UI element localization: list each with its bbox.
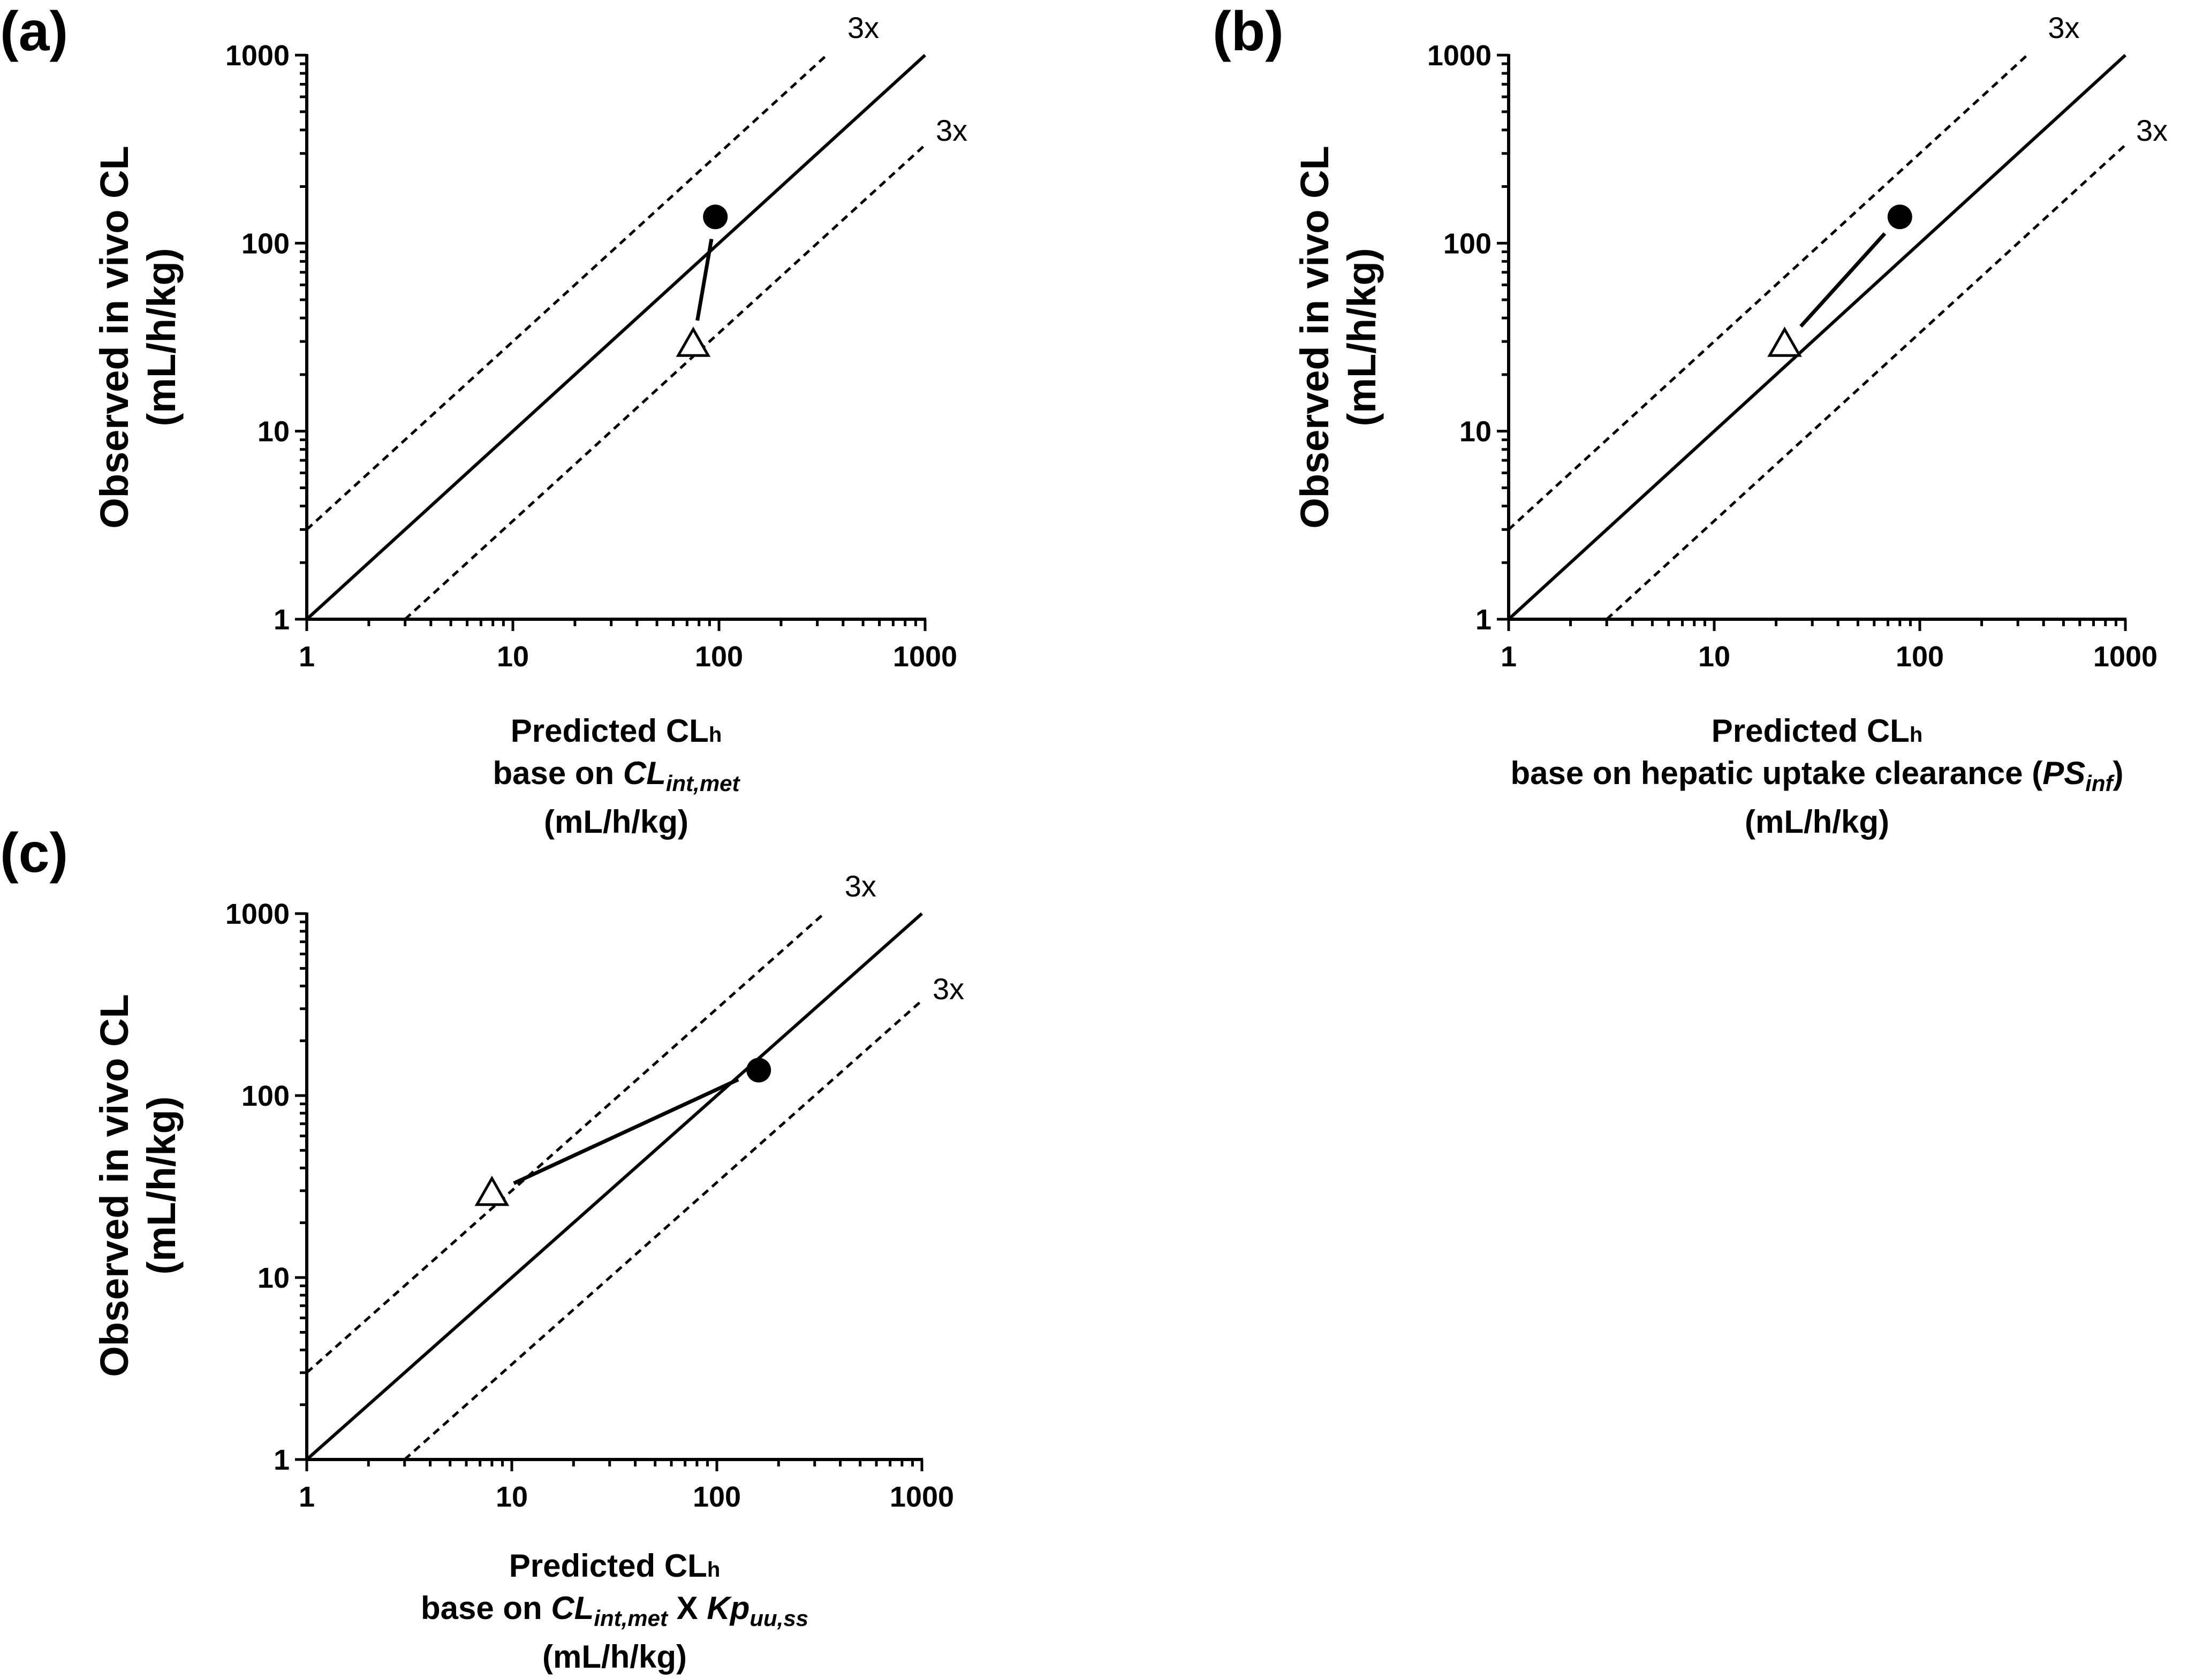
pair-connector-line <box>695 238 714 321</box>
pair-connector-line <box>1799 232 1887 328</box>
x-tick-label: 1000 <box>890 1481 954 1513</box>
upper-3fold-line <box>1508 54 2028 531</box>
data-point-filled-circle <box>746 1058 771 1083</box>
y-axis-title-line1: Observed in vivo CL <box>1292 146 1337 529</box>
x-axis-title-line2: base on CLint,met <box>493 755 740 796</box>
x-axis-title-line3: (mL/h/kg) <box>544 804 688 840</box>
upper-3x-label: 3x <box>2048 11 2079 44</box>
panel-c: 1 10 100 1000 1 10 100 1000 3x 3x <box>225 869 964 1513</box>
lower-3fold-line <box>1606 143 2126 620</box>
y-axis-title: Observed in vivo CL (mL/h/kg) <box>91 43 185 632</box>
x-tick-label: 10 <box>1698 641 1730 673</box>
y-tick-label: 10 <box>258 1262 290 1294</box>
y-axis-title-line2: (mL/h/kg) <box>1339 248 1384 427</box>
data-point-filled-circle <box>1887 204 1912 230</box>
panel-label: (b) <box>1213 1 1284 63</box>
upper-3fold-line <box>306 54 828 531</box>
lower-3x-label: 3x <box>936 113 967 147</box>
panel-b: 1 10 100 1000 1 10 100 1000 3x 3x <box>1427 11 2168 673</box>
lower-3x-label: 3x <box>933 972 964 1006</box>
unity-line <box>1509 54 2126 619</box>
y-axis-title-line2: (mL/h/kg) <box>139 1096 184 1275</box>
lower-3x-label: 3x <box>2136 113 2168 147</box>
y-tick-label: 100 <box>241 1080 290 1112</box>
x-tick-label: 100 <box>1896 641 1944 673</box>
y-tick-label: 1000 <box>225 898 290 930</box>
panel-a: 1 10 100 1000 1 10 100 1000 3x 3x <box>225 11 967 673</box>
x-axis-title-line1: Predicted CLh <box>509 1548 721 1584</box>
y-axis-title-line1: Observed in vivo CL <box>92 146 137 529</box>
y-axis-title-line2: (mL/h/kg) <box>139 248 184 427</box>
y-tick-label: 1 <box>274 1444 290 1476</box>
y-tick-label: 1000 <box>1427 40 1492 72</box>
y-axis-title: Observed in vivo CL (mL/h/kg) <box>91 891 185 1480</box>
x-axis-title-line3: (mL/h/kg) <box>542 1639 687 1675</box>
x-axis-title-line1: Predicted CLh <box>1711 713 1923 749</box>
upper-3x-label: 3x <box>847 11 879 44</box>
unity-line <box>307 913 923 1459</box>
x-axis-title: Predicted CLh base on hepatic uptake clea… <box>1415 712 2203 841</box>
x-axis-title-line2: base on CLint,met X Kpuu,ss <box>420 1590 809 1631</box>
upper-3fold-line <box>306 913 825 1374</box>
x-tick-label: 10 <box>497 641 529 673</box>
x-axis-title-line2: base on hepatic uptake clearance (PSinf) <box>1510 755 2124 796</box>
data-point-open-triangle <box>1767 326 1802 357</box>
x-tick-label: 1 <box>299 1481 315 1513</box>
y-tick-label: 100 <box>241 227 290 260</box>
x-tick-label: 1000 <box>893 641 957 673</box>
x-tick-label: 100 <box>693 1481 741 1513</box>
upper-3x-label: 3x <box>845 869 876 903</box>
x-axis-title-line1: Predicted CLh <box>510 713 722 749</box>
x-tick-label: 10 <box>496 1481 528 1513</box>
lower-3fold-line <box>404 999 923 1461</box>
panel-label: (a) <box>0 1 69 63</box>
y-tick-label: 1 <box>274 604 290 636</box>
y-axis-title-line1: Observed in vivo CL <box>92 994 137 1377</box>
unity-line <box>307 54 926 619</box>
x-axis-title-line3: (mL/h/kg) <box>1745 804 1889 840</box>
data-point-filled-circle <box>703 204 728 230</box>
panel-label: (c) <box>0 822 69 884</box>
x-tick-label: 100 <box>695 641 743 673</box>
x-tick-label: 1000 <box>2093 641 2157 673</box>
y-tick-label: 100 <box>1443 227 1492 260</box>
y-tick-label: 1 <box>1475 604 1492 636</box>
data-point-open-triangle <box>474 1175 510 1206</box>
x-tick-label: 1 <box>299 641 315 673</box>
y-tick-label: 10 <box>1459 416 1492 448</box>
x-tick-label: 1 <box>1501 641 1517 673</box>
y-tick-label: 1000 <box>225 40 290 72</box>
data-point-open-triangle <box>676 326 711 357</box>
x-axis-title: Predicted CLh base on CLint,met X Kpuu,ss… <box>213 1547 1016 1676</box>
lower-3fold-line <box>404 143 926 620</box>
pair-connector-line <box>513 1077 739 1185</box>
x-axis-title: Predicted CLh base on CLint,met (mL/h/kg) <box>215 712 1018 841</box>
y-tick-label: 10 <box>258 416 290 448</box>
y-axis-title: Observed in vivo CL (mL/h/kg) <box>1291 43 1386 632</box>
